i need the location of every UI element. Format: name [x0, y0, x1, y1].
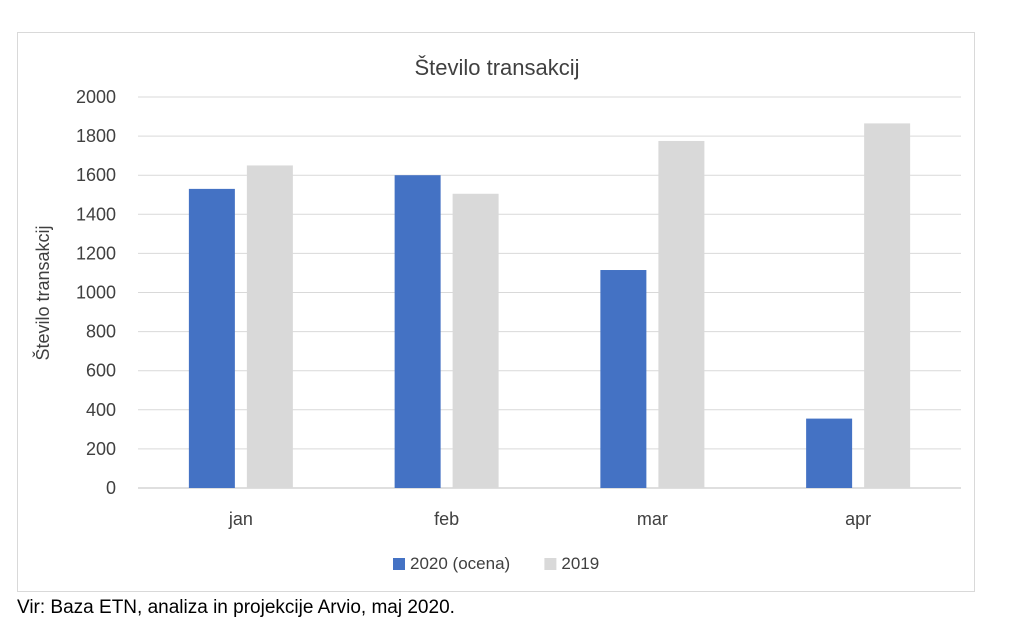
bar-feb-2019 — [452, 193, 499, 488]
bar-apr-2019 — [864, 123, 911, 488]
legend-label: 2019 — [561, 554, 599, 573]
y-tick-label: 800 — [86, 322, 116, 342]
legend: 2020 (ocena) 2019 — [393, 554, 599, 573]
y-tick-label: 2000 — [76, 87, 116, 107]
x-tick-label: apr — [845, 509, 871, 529]
chart-title: Število transakcij — [414, 55, 579, 80]
bar-apr-2020-ocena — [806, 418, 853, 488]
x-tick-label: feb — [434, 509, 459, 529]
bar-mar-2020-ocena — [600, 270, 647, 488]
bar-jan-2020-ocena — [188, 188, 235, 488]
y-tick-label: 1600 — [76, 165, 116, 185]
chart-frame: Število transakcij Število transakcij 0 2… — [17, 32, 975, 592]
x-tick-labels: jan feb mar apr — [228, 509, 871, 529]
y-tick-labels: 0 200 400 600 800 1000 1200 1400 1600 1800 2000 — [76, 87, 116, 498]
legend-swatch — [393, 558, 405, 570]
y-tick-label: 600 — [86, 361, 116, 381]
y-tick-label: 1200 — [76, 243, 116, 263]
legend-label: 2020 (ocena) — [410, 554, 510, 573]
bar-mar-2019 — [658, 140, 705, 489]
legend-swatch — [544, 558, 557, 570]
source-note: Vir: Baza ETN, analiza in projekcije Arv… — [17, 597, 455, 618]
bar-jan-2019 — [246, 165, 293, 489]
bar-chart: Število transakcij Število transakcij 0 2… — [32, 55, 961, 573]
x-tick-label: jan — [228, 509, 253, 529]
y-tick-label: 1800 — [76, 126, 116, 146]
y-tick-label: 400 — [86, 400, 116, 420]
bar-feb-2020-ocena — [394, 175, 441, 488]
bars — [188, 123, 911, 489]
x-tick-label: mar — [637, 509, 668, 529]
y-tick-label: 200 — [86, 439, 116, 459]
y-tick-label: 1000 — [76, 283, 116, 303]
y-tick-label: 1400 — [76, 204, 116, 224]
y-axis-label: Število transakcij — [32, 225, 53, 360]
y-tick-label: 0 — [106, 478, 116, 498]
